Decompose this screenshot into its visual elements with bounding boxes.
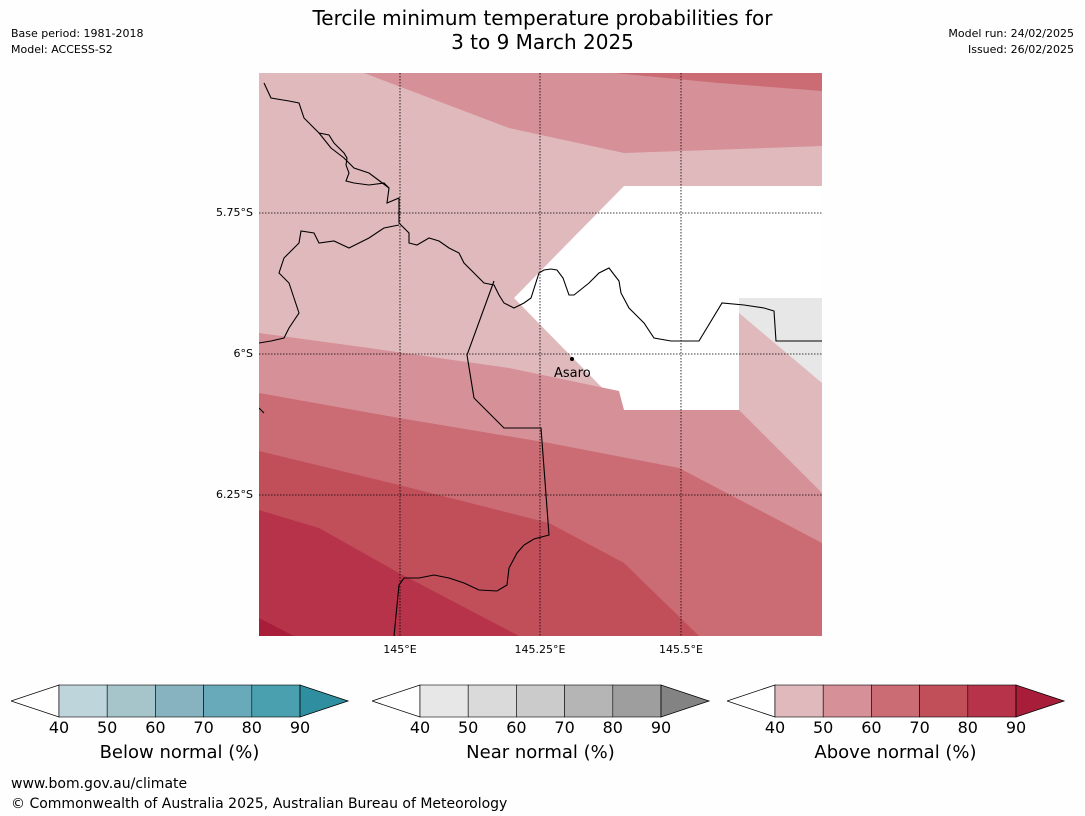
colorbar-segment xyxy=(419,684,469,718)
colorbar-tick-label: 80 xyxy=(957,718,978,737)
lon-label-145-25e: 145.25°E xyxy=(514,643,566,656)
title-line-1: Tercile minimum temperature probabilitie… xyxy=(312,6,773,30)
colorbar-segment xyxy=(612,684,662,718)
meta-right: Model run: 24/02/2025 Issued: 26/02/2025 xyxy=(948,26,1074,58)
colorbar-segment xyxy=(58,684,108,718)
colorbar-segment xyxy=(919,684,969,718)
colorbar-segment xyxy=(106,684,156,718)
lon-label-145e: 145°E xyxy=(383,643,417,656)
boundary-west-fragment xyxy=(259,407,265,414)
colorbar xyxy=(372,684,711,718)
colorbar-max-arrow xyxy=(299,684,350,718)
lat-label-6-25s: 6.25°S xyxy=(216,488,253,501)
lon-label-145-5e: 145.5°E xyxy=(659,643,703,656)
lat-label-6s: 6°S xyxy=(233,347,253,360)
boundary-central xyxy=(393,280,550,636)
boundary-west xyxy=(259,224,400,344)
colorbar-tick-label: 50 xyxy=(458,718,479,737)
gridlines xyxy=(259,73,822,636)
band-white-upper xyxy=(514,186,822,410)
colorbar-min-arrow xyxy=(372,684,421,718)
asaro-label: Asaro xyxy=(554,366,591,381)
colorbar-min-arrow xyxy=(11,684,60,718)
probability-map: Asaro xyxy=(259,73,822,636)
colorbar xyxy=(727,684,1066,718)
colorbar-tick-label: 60 xyxy=(506,718,527,737)
colorbar-segment xyxy=(871,684,920,718)
colorbar-tick-label: 80 xyxy=(241,718,262,737)
colorbar-tick-label: 40 xyxy=(48,718,70,737)
colorbar-max-arrow xyxy=(660,684,711,718)
colorbar-title: Above normal (%) xyxy=(814,742,977,763)
base-period-text: Base period: 1981-2018 xyxy=(11,27,144,40)
colorbar-segment xyxy=(822,684,872,718)
band-lower-90 xyxy=(259,618,294,636)
footer-copyright: © Commonwealth of Australia 2025, Austra… xyxy=(11,796,508,812)
colorbar-tick-label: 90 xyxy=(650,718,672,737)
chart-title: Tercile minimum temperature probabilitie… xyxy=(0,6,1085,54)
colorbar-min-arrow xyxy=(727,684,776,718)
colorbar-segment xyxy=(564,684,614,718)
colorbar-tick-label: 80 xyxy=(602,718,623,737)
colorbar-title: Below normal (%) xyxy=(99,742,260,763)
colorbar-segment xyxy=(516,684,565,718)
title-line-2: 3 to 9 March 2025 xyxy=(451,30,634,54)
colorbar-segment xyxy=(774,684,824,718)
band-top-50-60 xyxy=(364,73,822,153)
colorbar-segment xyxy=(155,684,204,718)
lat-label-5-75s: 5.75°S xyxy=(216,206,253,219)
band-top-60-70 xyxy=(614,73,822,91)
boundary-north-secondary xyxy=(318,132,390,189)
colorbar-segment xyxy=(251,684,301,718)
model-run-text: Model run: 24/02/2025 xyxy=(948,27,1074,40)
colorbar-segment xyxy=(203,684,253,718)
colorbar-tick-label: 50 xyxy=(813,718,834,737)
colorbar-tick-label: 70 xyxy=(193,718,214,737)
colorbar-segment xyxy=(467,684,517,718)
model-text: Model: ACCESS-S2 xyxy=(11,43,113,56)
issued-text: Issued: 26/02/2025 xyxy=(967,43,1074,56)
probability-bands xyxy=(259,73,822,636)
colorbar-tick-label: 50 xyxy=(97,718,118,737)
colorbar-tick-label: 40 xyxy=(409,718,431,737)
boundary-north xyxy=(263,82,822,342)
colorbar-tick-label: 90 xyxy=(1005,718,1027,737)
meta-left: Base period: 1981-2018 Model: ACCESS-S2 xyxy=(11,26,143,58)
colorbar-tick-label: 70 xyxy=(554,718,575,737)
province-boundaries xyxy=(259,82,822,636)
colorbar xyxy=(11,684,350,718)
band-lower-80-90 xyxy=(259,510,519,636)
colorbar-tick-label: 60 xyxy=(145,718,166,737)
asaro-marker xyxy=(570,357,574,361)
legend-area: 40 50 60 70 80 90 Below normal (%) 40 50 60 70 80 90… xyxy=(0,684,1085,774)
footer-url: www.bom.gov.au/climate xyxy=(11,776,188,792)
colorbar-max-arrow xyxy=(1015,684,1066,718)
colorbar-tick-label: 60 xyxy=(861,718,882,737)
colorbar-tick-label: 40 xyxy=(764,718,786,737)
colorbar-tick-label: 90 xyxy=(289,718,311,737)
colorbar-tick-label: 70 xyxy=(909,718,930,737)
colorbar-segment xyxy=(967,684,1017,718)
colorbar-title: Near normal (%) xyxy=(466,742,615,763)
